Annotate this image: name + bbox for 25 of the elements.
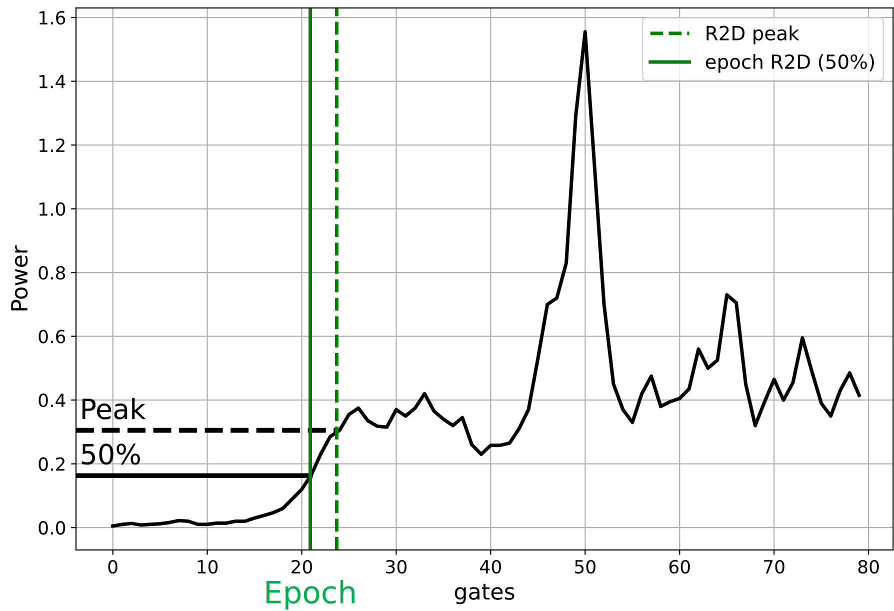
annotation: Peak [82,398,146,420]
y-tick-label: 1.0 [40,202,66,216]
legend-label: epoch R2D (50%) [706,54,874,73]
x-tick-label: 70 [764,560,784,574]
x-tick-label: 40 [480,560,501,574]
y-tick-label: 0.4 [38,394,66,408]
x-tick-label: 0 [108,560,118,574]
x-tick-label: 80 [858,560,879,574]
x-tick-label: 60 [669,560,690,574]
x-tick-label: 30 [386,560,407,574]
y-tick-label: 1.6 [40,10,66,25]
annotation: 50% [82,444,140,465]
text: Epoch [266,580,354,610]
y-tick-label: 1.2 [40,138,64,152]
x-tick-label: 10 [198,560,218,574]
y-axis-title: Power [11,245,28,310]
y-tick-label: 0.0 [38,521,66,535]
legend-label: R2D peak [706,25,800,44]
y-tick-label: 0.6 [38,330,66,344]
y-tick-label: 1.4 [40,74,66,88]
x-tick-label: 50 [575,560,596,574]
x-axis-title: gates [454,584,514,604]
x-tick-label: 20 [292,560,312,574]
y-tick-label: 0.8 [38,266,66,280]
y-tick-label: 0.2 [38,457,64,471]
